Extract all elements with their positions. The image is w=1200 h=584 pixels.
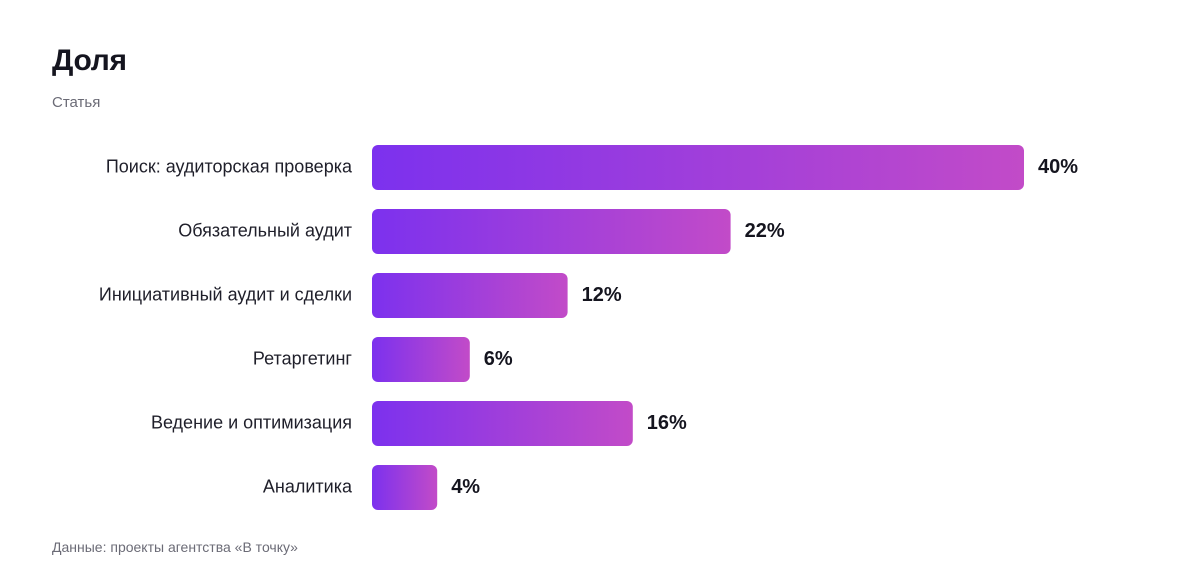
value-label: 4% [451,476,480,498]
bar [372,401,633,446]
bar [372,145,1024,190]
category-label: Инициативный аудит и сделки [99,284,352,304]
value-label: 16% [647,412,687,434]
chart-subtitle: Статья [52,94,101,111]
value-label: 12% [582,284,622,306]
value-label: 6% [484,348,513,370]
category-label: Поиск: аудиторская проверка [106,156,353,176]
value-label: 40% [1038,156,1078,178]
bar [372,465,438,510]
category-label: Ретаргетинг [253,348,353,368]
bar [372,273,568,318]
chart-title: Доля [52,44,127,77]
category-label: Аналитика [263,476,353,496]
data-source-note: Данные: проекты агентства «В точку» [52,539,298,555]
bar [372,209,731,254]
value-label: 22% [745,220,785,242]
category-label: Обязательный аудит [178,220,352,240]
category-label: Ведение и оптимизация [151,412,352,432]
bar [372,337,470,382]
